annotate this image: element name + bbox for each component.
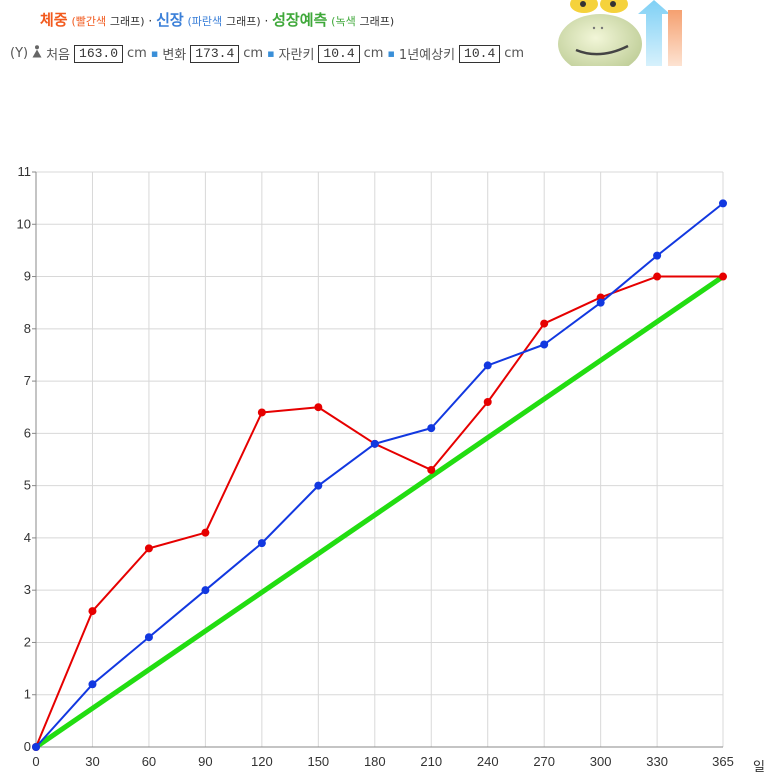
x-tick-label: 180 [364, 754, 386, 769]
height-data-point [257, 539, 266, 548]
height-data-point [483, 361, 492, 370]
height-legend-label: 신장 [156, 11, 184, 29]
y-tick-label: 1 [24, 687, 31, 702]
height-data-point [653, 251, 662, 260]
up-arrow-icon [668, 10, 682, 66]
height-data-point [370, 439, 379, 448]
x-axis-label: 일 [753, 759, 765, 774]
mascot-image [556, 0, 704, 74]
unit-label: cm [243, 46, 264, 61]
x-tick-label: 60 [142, 754, 156, 769]
weight-legend-note: (빨간색 [71, 15, 107, 28]
yearly-label: 1년예상키 [398, 48, 456, 63]
yearly-height-field[interactable]: 10.4 [459, 44, 501, 63]
x-tick-label: 0 [32, 754, 39, 769]
height-series-line [35, 202, 724, 748]
y-tick-label: 3 [24, 582, 31, 597]
x-tick-label: 90 [198, 754, 212, 769]
height-legend-graph: 그래프) [225, 15, 261, 28]
height-data-point [596, 298, 605, 307]
growth-chart: 0 1 2 3 4 5 6 7 8 9 10 11 0 30 60 90 120 150 180 210 240 270… [17, 164, 765, 774]
y-tick-label: 10 [17, 216, 31, 231]
up-arrow-icon [638, 0, 670, 66]
unit-label: cm [504, 46, 525, 61]
x-tick-label: 30 [85, 754, 99, 769]
weight-data-point [257, 408, 266, 417]
x-tick-label: 270 [533, 754, 555, 769]
weight-data-point [483, 398, 492, 406]
info-bar: (Y) 처음 163.0 cm ▪ 변화 173.4 cm ▪ 자란키 10.4… [10, 44, 524, 63]
height-legend-note: (파란색 [187, 15, 223, 28]
x-tick-label: 150 [307, 754, 329, 769]
height-data-point [427, 424, 436, 433]
weight-data-point [653, 272, 662, 281]
height-data-point [314, 481, 323, 490]
grown-height-field[interactable]: 10.4 [318, 44, 360, 63]
y-axis-label: (Y) [10, 46, 29, 61]
y-tick-label: 5 [24, 478, 31, 493]
weight-data-point [144, 544, 153, 553]
x-axis-ticks: 0 30 60 90 120 150 180 210 240 270 300 330 365 [32, 754, 733, 769]
unit-label: cm [127, 46, 147, 61]
growth-legend-note: (녹색 [331, 15, 356, 28]
growth-legend-graph: 그래프) [359, 15, 395, 28]
weight-data-point [719, 272, 727, 281]
y-tick-label: 0 [24, 739, 31, 754]
y-tick-label: 11 [18, 164, 32, 179]
bullet-icon: ▪ [387, 47, 395, 60]
y-tick-label: 8 [24, 321, 31, 336]
start-label: 처음 [46, 48, 71, 63]
chart-grid [32, 171, 724, 748]
weight-data-point [540, 319, 549, 328]
growth-legend-label: 성장예측 [272, 11, 328, 29]
growth-series-line [34, 274, 725, 750]
bullet-icon: ▪ [150, 47, 159, 60]
legend-separator: · [264, 14, 269, 28]
legend-separator: · [148, 14, 153, 28]
weight-legend-label: 체중 [40, 11, 68, 29]
height-data-point [201, 586, 210, 595]
height-data-point [540, 340, 549, 349]
x-tick-label: 210 [420, 754, 442, 769]
y-axis-ticks: 0 1 2 3 4 5 6 7 8 9 10 11 [17, 164, 31, 754]
weight-data-point [427, 465, 436, 474]
x-tick-label: 365 [712, 754, 734, 769]
x-tick-label: 330 [646, 754, 668, 769]
weight-legend-graph: 그래프) [109, 15, 145, 28]
y-tick-label: 7 [24, 373, 31, 388]
x-tick-label: 300 [590, 754, 612, 769]
person-icon [32, 45, 42, 62]
height-data-point [32, 743, 40, 751]
start-height-field[interactable]: 163.0 [74, 44, 124, 63]
bullet-icon: ▪ [267, 47, 275, 60]
x-tick-label: 120 [251, 754, 273, 769]
weight-data-point [201, 528, 210, 537]
y-tick-label: 6 [24, 425, 31, 440]
chart-series [32, 199, 727, 751]
weight-data-point [88, 607, 97, 616]
height-data-point [719, 199, 727, 208]
change-label: 변화 [162, 48, 187, 63]
weight-data-point [314, 403, 323, 412]
height-data-point [144, 633, 153, 642]
y-tick-label: 4 [24, 530, 31, 545]
height-data-point [88, 680, 97, 689]
unit-label: cm [363, 46, 384, 61]
x-tick-label: 240 [477, 754, 499, 769]
legend: 체중 (빨간색 그래프) · 신장 (파란색 그래프) · 성장예측 (녹색 그… [40, 9, 394, 30]
changed-height-field[interactable]: 173.4 [190, 44, 240, 63]
grown-label: 자란키 [278, 48, 315, 63]
y-tick-label: 2 [24, 634, 31, 649]
y-tick-label: 9 [24, 269, 31, 284]
